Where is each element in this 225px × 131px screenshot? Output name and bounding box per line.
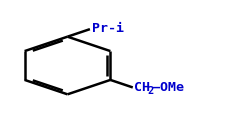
Text: —OMe: —OMe <box>152 81 184 94</box>
Text: 2: 2 <box>147 86 153 96</box>
Text: CH: CH <box>134 81 150 94</box>
Text: Pr-i: Pr-i <box>92 22 124 35</box>
